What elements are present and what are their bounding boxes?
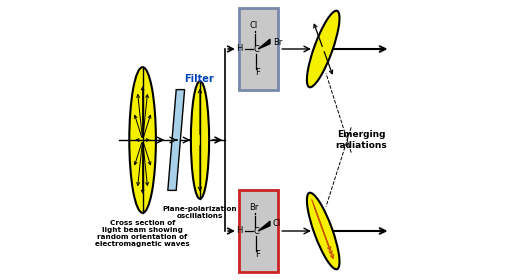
Text: Emerging
radiations: Emerging radiations (335, 130, 387, 150)
Text: Cl: Cl (250, 21, 258, 30)
Ellipse shape (307, 11, 339, 87)
FancyBboxPatch shape (239, 190, 279, 272)
Text: Br: Br (249, 203, 259, 212)
Text: H: H (236, 44, 243, 53)
Text: Filter: Filter (184, 74, 214, 84)
Polygon shape (168, 90, 185, 190)
Text: H: H (236, 226, 243, 235)
Text: F: F (254, 68, 260, 77)
Text: Plane-polarization
oscillations: Plane-polarization oscillations (163, 206, 238, 219)
Polygon shape (258, 39, 270, 49)
Text: Br: Br (273, 38, 282, 46)
Ellipse shape (191, 81, 209, 199)
Ellipse shape (130, 67, 156, 213)
Text: C: C (253, 227, 259, 235)
Polygon shape (258, 221, 270, 231)
Text: Cl: Cl (273, 220, 281, 228)
Text: Cross section of
light beam showing
random orientation of
electromagnetic waves: Cross section of light beam showing rand… (95, 220, 190, 247)
Text: F: F (254, 250, 260, 259)
Ellipse shape (307, 193, 339, 269)
FancyBboxPatch shape (239, 8, 279, 90)
Text: C: C (253, 45, 259, 53)
